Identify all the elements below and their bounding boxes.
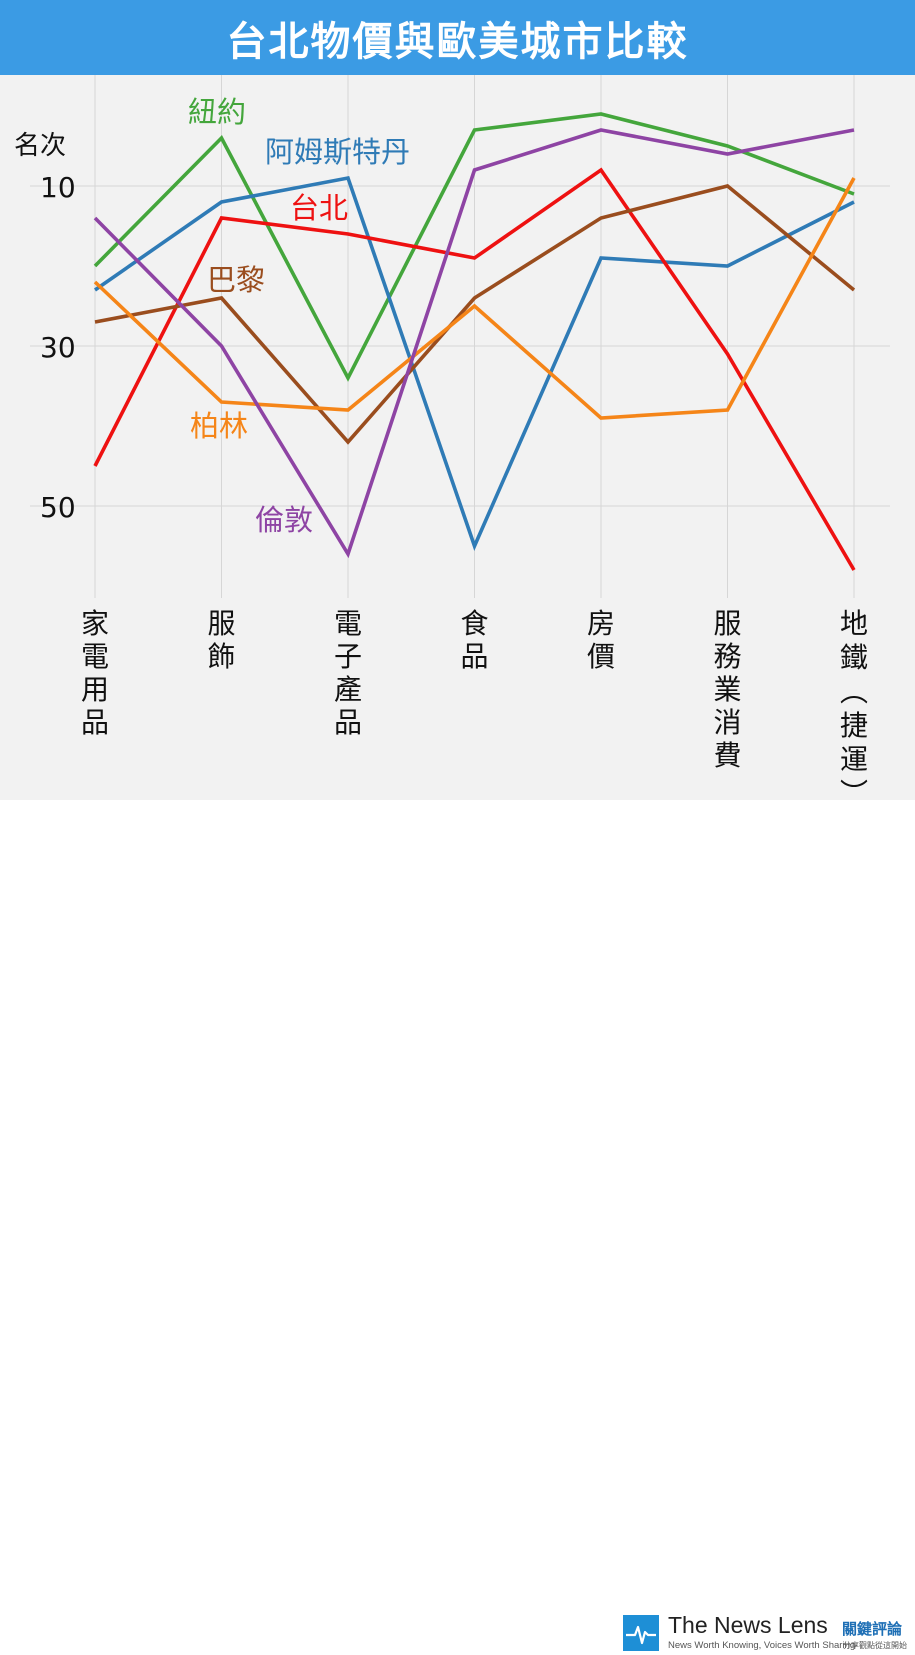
series-line-巴黎 [94, 184, 856, 445]
brand-tagline-cn: 分享觀點從這開始 [843, 1641, 907, 1650]
chart-area: 10 30 50 名次 紐約 阿姆斯特丹台北巴黎柏林倫敦家電用品 服飾 電子產品 食品 房價 服務業… [0, 75, 915, 810]
series-line-台北 [93, 167, 856, 571]
x-category-label: 電子產品 [334, 607, 362, 739]
title-bar: 台北物價與歐美城市比較 [0, 0, 915, 75]
grid [30, 75, 890, 598]
y-tick-label: 10 [40, 171, 76, 204]
x-category-label: 地鐵︵捷運︶ [840, 607, 868, 800]
y-tick-label: 50 [40, 491, 76, 524]
x-category-label: 食品 [460, 607, 488, 673]
y-tick-label: 30 [40, 331, 76, 364]
brand-name: The News Lens [668, 1612, 828, 1638]
x-category-label: 服務業消費 [713, 607, 741, 772]
series-label: 巴黎 [207, 263, 265, 297]
y-axis-label: 名次 [14, 131, 66, 161]
series-line-倫敦 [93, 128, 855, 559]
footer: The News Lens 關鍵評論 News Worth Knowing, V… [0, 800, 915, 1651]
series-line-柏林 [93, 177, 856, 420]
brand-name-cn: 關鍵評論 [842, 1620, 903, 1638]
x-category-label: 家電用品 [81, 607, 109, 739]
series-line-阿姆斯特丹 [93, 175, 855, 551]
series-label: 阿姆斯特丹 [265, 135, 410, 169]
series-label: 紐約 [188, 95, 246, 129]
x-category-label: 服飾 [207, 607, 235, 673]
series-label: 柏林 [190, 409, 248, 443]
news-lens-logo-icon [623, 1615, 659, 1651]
brand-tagline: News Worth Knowing, Voices Worth Sharing [668, 1640, 856, 1651]
chart-title: 台北物價與歐美城市比較 [226, 18, 689, 65]
x-category-label: 房價 [587, 607, 615, 673]
series-label: 倫敦 [255, 503, 313, 537]
series-line-紐約 [93, 112, 855, 382]
series-label: 台北 [290, 191, 348, 225]
series-lines [93, 112, 856, 571]
